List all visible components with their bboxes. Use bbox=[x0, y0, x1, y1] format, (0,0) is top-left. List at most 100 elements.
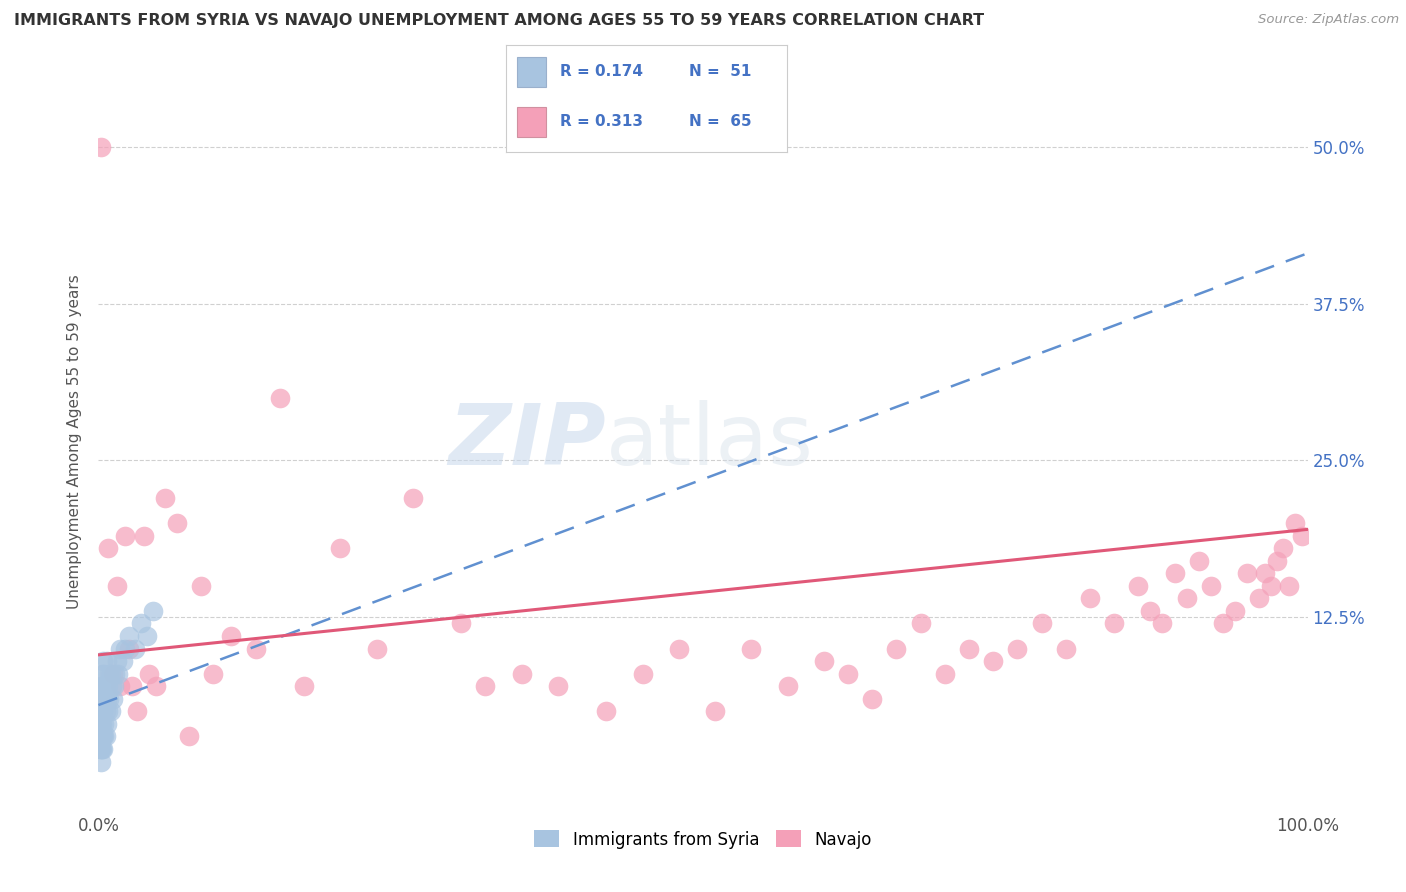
Point bbox=[329, 541, 352, 556]
Point bbox=[292, 679, 315, 693]
Text: Source: ZipAtlas.com: Source: ZipAtlas.com bbox=[1258, 13, 1399, 27]
Point bbox=[114, 641, 136, 656]
Text: N =  65: N = 65 bbox=[689, 113, 752, 128]
Point bbox=[90, 730, 112, 744]
Point bbox=[1291, 529, 1313, 543]
Point bbox=[1254, 566, 1277, 581]
Point bbox=[101, 691, 124, 706]
Point bbox=[89, 742, 111, 756]
Point bbox=[1249, 591, 1271, 606]
Point bbox=[91, 691, 114, 706]
Point bbox=[1272, 541, 1295, 556]
Point bbox=[114, 529, 136, 543]
Point bbox=[98, 666, 121, 681]
Point bbox=[1175, 591, 1198, 606]
Legend: Immigrants from Syria, Navajo: Immigrants from Syria, Navajo bbox=[527, 823, 879, 855]
Point bbox=[402, 491, 425, 505]
Point bbox=[179, 730, 201, 744]
Point bbox=[1078, 591, 1101, 606]
Point bbox=[1260, 579, 1282, 593]
Point bbox=[93, 717, 115, 731]
Point bbox=[138, 666, 160, 681]
Point bbox=[1102, 616, 1125, 631]
Point bbox=[90, 755, 112, 769]
Point bbox=[89, 717, 111, 731]
Point bbox=[90, 704, 112, 718]
Point bbox=[668, 641, 690, 656]
Point bbox=[100, 679, 122, 693]
Point bbox=[91, 730, 114, 744]
Point bbox=[89, 691, 111, 706]
Point bbox=[90, 717, 112, 731]
Point bbox=[1212, 616, 1234, 631]
Point bbox=[97, 541, 120, 556]
Point bbox=[111, 654, 134, 668]
Point bbox=[105, 654, 128, 668]
Point bbox=[142, 604, 165, 618]
Point bbox=[190, 579, 212, 593]
Point bbox=[108, 679, 131, 693]
Point bbox=[740, 641, 762, 656]
Text: R = 0.174: R = 0.174 bbox=[560, 64, 643, 79]
Point bbox=[90, 139, 112, 153]
Point bbox=[94, 730, 117, 744]
Point bbox=[1128, 579, 1150, 593]
Point bbox=[127, 704, 149, 718]
Point bbox=[957, 641, 980, 656]
Point bbox=[118, 641, 141, 656]
Point bbox=[94, 679, 117, 693]
Point bbox=[153, 491, 176, 505]
FancyBboxPatch shape bbox=[517, 57, 546, 87]
Point bbox=[474, 679, 496, 693]
Point bbox=[91, 666, 114, 681]
Point bbox=[93, 730, 115, 744]
Y-axis label: Unemployment Among Ages 55 to 59 years: Unemployment Among Ages 55 to 59 years bbox=[67, 274, 83, 609]
Point bbox=[108, 641, 131, 656]
Point bbox=[94, 704, 117, 718]
Point bbox=[1188, 554, 1211, 568]
Point bbox=[103, 679, 125, 693]
Point bbox=[813, 654, 835, 668]
Point bbox=[1031, 616, 1053, 631]
Point bbox=[91, 742, 114, 756]
Point bbox=[221, 629, 243, 643]
Point bbox=[1284, 516, 1306, 530]
Point bbox=[1163, 566, 1185, 581]
Point bbox=[269, 391, 291, 405]
Point bbox=[366, 641, 388, 656]
Point bbox=[134, 529, 156, 543]
Point bbox=[91, 730, 114, 744]
Point bbox=[981, 654, 1004, 668]
Point bbox=[886, 641, 908, 656]
Point bbox=[510, 666, 533, 681]
Point bbox=[100, 704, 122, 718]
Point bbox=[97, 679, 120, 693]
Point bbox=[89, 704, 111, 718]
Point bbox=[860, 691, 883, 706]
Point bbox=[90, 679, 112, 693]
Point bbox=[104, 666, 127, 681]
Point bbox=[105, 579, 128, 593]
Point bbox=[631, 666, 654, 681]
Point bbox=[91, 742, 114, 756]
Point bbox=[96, 691, 118, 706]
Point bbox=[96, 654, 118, 668]
Point bbox=[107, 666, 129, 681]
Point bbox=[145, 679, 167, 693]
Point bbox=[93, 691, 115, 706]
Point bbox=[118, 629, 141, 643]
Point bbox=[1236, 566, 1258, 581]
Point bbox=[100, 666, 122, 681]
Point bbox=[91, 654, 114, 668]
Point bbox=[704, 704, 727, 718]
Text: R = 0.313: R = 0.313 bbox=[560, 113, 643, 128]
Point bbox=[91, 704, 114, 718]
Point bbox=[91, 717, 114, 731]
Point bbox=[776, 679, 799, 693]
Point bbox=[96, 717, 118, 731]
FancyBboxPatch shape bbox=[517, 107, 546, 136]
Point bbox=[1278, 579, 1301, 593]
Point bbox=[450, 616, 472, 631]
Point bbox=[245, 641, 267, 656]
Text: IMMIGRANTS FROM SYRIA VS NAVAJO UNEMPLOYMENT AMONG AGES 55 TO 59 YEARS CORRELATI: IMMIGRANTS FROM SYRIA VS NAVAJO UNEMPLOY… bbox=[14, 13, 984, 29]
